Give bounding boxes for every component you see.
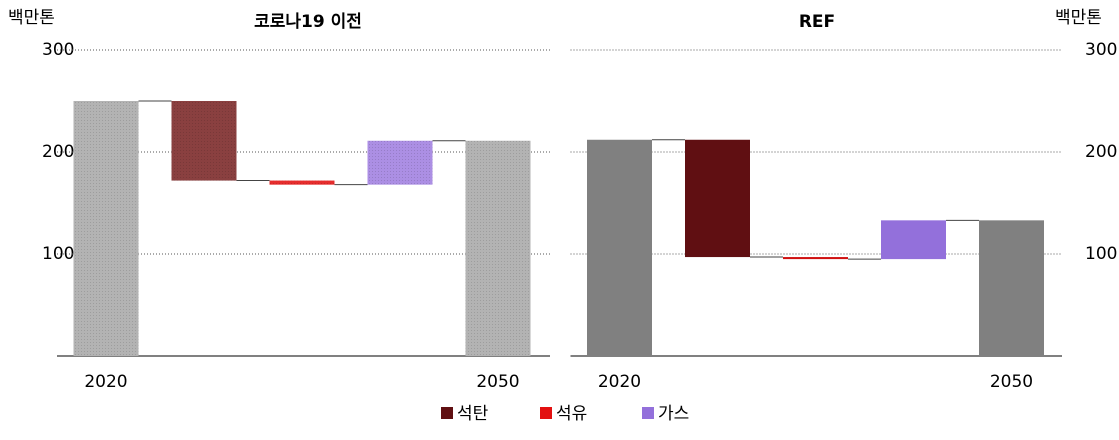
y-tick-label: 300: [1085, 40, 1117, 60]
legend-label: 가스: [658, 404, 689, 424]
bar: [685, 139, 750, 258]
y-axis-label: 백만톤: [1055, 8, 1102, 28]
legend-swatch: [540, 407, 552, 419]
y-tick-label: 300: [42, 40, 74, 60]
y-tick-label: 100: [42, 244, 74, 264]
x-tick-label: 2020: [598, 372, 641, 392]
x-tick-label: 2050: [476, 372, 519, 392]
bar: [587, 139, 652, 356]
x-tick-label: 2020: [84, 372, 127, 392]
bar: [783, 257, 848, 260]
bar: [881, 220, 946, 260]
bar-texture: [269, 180, 335, 185]
chart-title: 코로나19 이전: [254, 12, 362, 32]
bar-texture: [73, 101, 139, 356]
y-tick-label: 100: [1085, 244, 1117, 264]
bar-texture: [367, 140, 433, 185]
chart-title: REF: [799, 12, 835, 32]
legend-label: 석탄: [457, 404, 489, 424]
legend-label: 석유: [556, 404, 587, 424]
bar-texture: [465, 140, 531, 356]
y-tick-label: 200: [42, 142, 74, 162]
y-axis-label: 백만톤: [8, 8, 55, 28]
x-tick-label: 2050: [990, 372, 1033, 392]
legend-swatch: [642, 407, 654, 419]
bar-texture: [171, 101, 237, 181]
y-tick-label: 200: [1085, 142, 1117, 162]
bar: [979, 220, 1044, 356]
legend-swatch: [441, 407, 453, 419]
